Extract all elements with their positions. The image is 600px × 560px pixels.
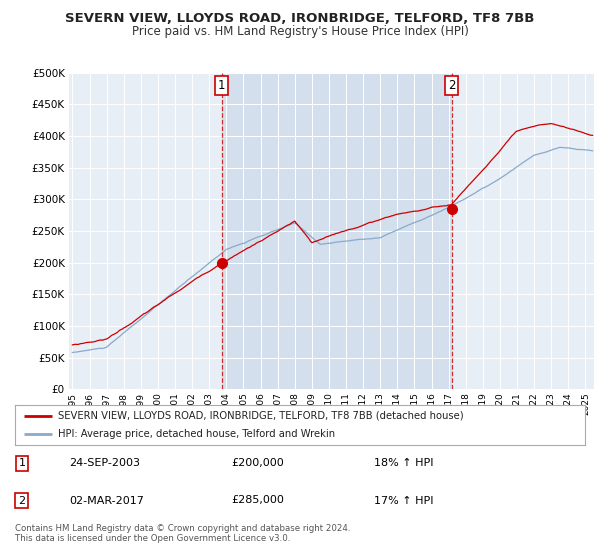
Text: 1: 1 bbox=[19, 459, 25, 468]
Text: SEVERN VIEW, LLOYDS ROAD, IRONBRIDGE, TELFORD, TF8 7BB: SEVERN VIEW, LLOYDS ROAD, IRONBRIDGE, TE… bbox=[65, 12, 535, 25]
Text: 24-SEP-2003: 24-SEP-2003 bbox=[69, 459, 140, 468]
Text: Price paid vs. HM Land Registry's House Price Index (HPI): Price paid vs. HM Land Registry's House … bbox=[131, 25, 469, 38]
Bar bbox=[222, 73, 452, 389]
Text: 2: 2 bbox=[18, 496, 25, 506]
Text: Contains HM Land Registry data © Crown copyright and database right 2024.
This d: Contains HM Land Registry data © Crown c… bbox=[15, 524, 350, 543]
Text: 02-MAR-2017: 02-MAR-2017 bbox=[69, 496, 144, 506]
Text: HPI: Average price, detached house, Telford and Wrekin: HPI: Average price, detached house, Telf… bbox=[58, 430, 335, 439]
Text: SEVERN VIEW, LLOYDS ROAD, IRONBRIDGE, TELFORD, TF8 7BB (detached house): SEVERN VIEW, LLOYDS ROAD, IRONBRIDGE, TE… bbox=[58, 411, 463, 421]
Text: 17% ↑ HPI: 17% ↑ HPI bbox=[374, 496, 434, 506]
Text: £285,000: £285,000 bbox=[232, 496, 284, 506]
Text: £200,000: £200,000 bbox=[232, 459, 284, 468]
Text: 2: 2 bbox=[448, 79, 455, 92]
Text: 1: 1 bbox=[218, 79, 226, 92]
Text: 18% ↑ HPI: 18% ↑ HPI bbox=[374, 459, 434, 468]
